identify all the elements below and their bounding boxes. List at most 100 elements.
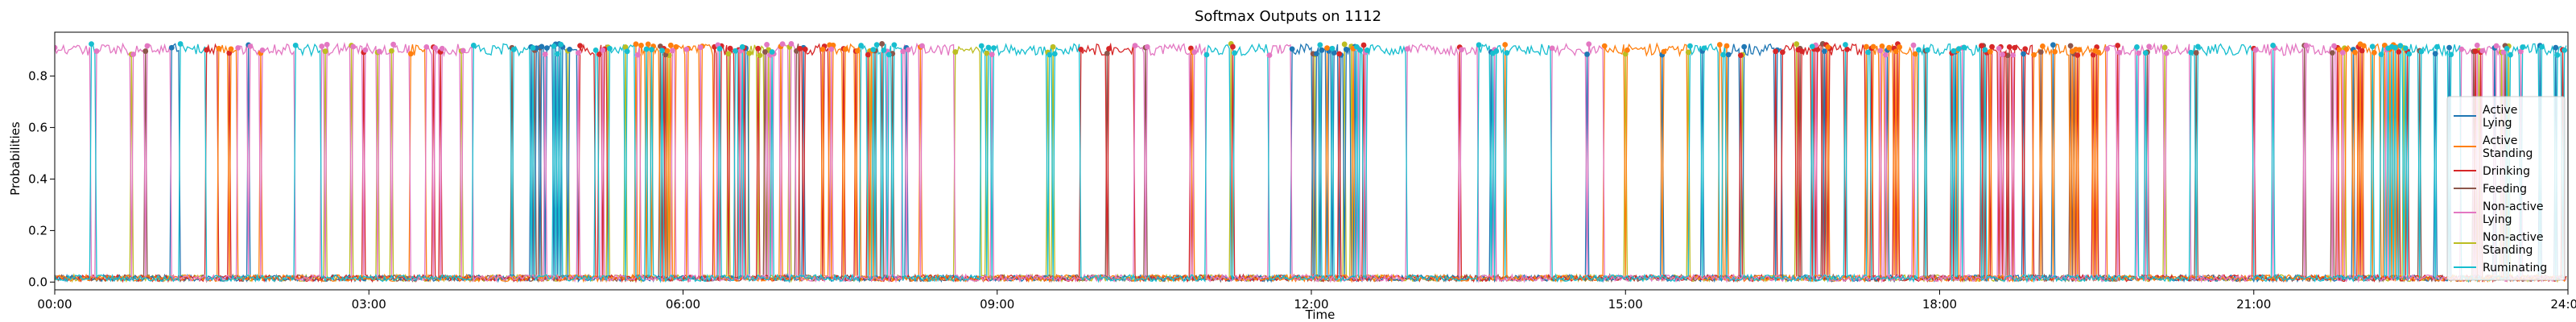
marker-drinking	[2359, 47, 2365, 54]
marker-non-active-standing	[322, 48, 328, 55]
y-axis-title: Probabilities	[8, 122, 23, 196]
marker-ruminating	[592, 47, 599, 53]
marker-non-active-lying	[2010, 52, 2016, 58]
marker-non-active-lying	[432, 45, 439, 51]
marker-non-active-lying	[259, 47, 266, 53]
marker-ruminating	[1955, 46, 1962, 52]
y-tick-label: 0.8	[28, 68, 47, 83]
marker-ruminating	[2406, 51, 2413, 57]
marker-non-active-lying	[460, 47, 466, 54]
marker-ruminating	[2188, 49, 2194, 56]
marker-active-standing	[1661, 48, 1667, 55]
marker-active-standing	[667, 42, 674, 48]
marker-non-active-lying	[2474, 42, 2480, 48]
x-tick-label: 24:00	[2550, 297, 2576, 312]
marker-active-standing	[1870, 43, 1876, 50]
marker-ruminating	[2369, 43, 2376, 50]
marker-non-active-lying	[1882, 52, 1889, 58]
marker-active-lying	[168, 44, 175, 51]
x-tick-label: 06:00	[666, 297, 700, 312]
marker-ruminating	[1476, 42, 1482, 48]
marker-non-active-lying	[2479, 47, 2486, 54]
marker-drinking	[1230, 43, 1236, 50]
marker-non-active-lying	[439, 45, 445, 52]
marker-ruminating	[873, 42, 880, 48]
marker-ruminating	[870, 47, 877, 52]
marker-active-standing	[1886, 44, 1893, 51]
marker-drinking	[1979, 43, 1984, 49]
legend-label-non-active-lying: Non-active	[2483, 200, 2544, 213]
marker-active-lying	[1584, 52, 1590, 57]
marker-ruminating	[1843, 42, 1848, 47]
marker-drinking	[865, 52, 871, 58]
marker-ruminating	[1329, 45, 1335, 52]
marker-drinking	[802, 46, 808, 52]
marker-non-active-standing	[725, 51, 732, 57]
marker-non-active-lying	[235, 45, 242, 51]
marker-ruminating	[2402, 45, 2409, 52]
marker-non-active-lying	[93, 48, 100, 54]
marker-ruminating	[991, 45, 997, 52]
marker-active-lying	[539, 43, 545, 50]
marker-active-lying	[2432, 51, 2438, 57]
marker-drinking	[2022, 46, 2029, 52]
marker-non-active-lying	[828, 46, 835, 52]
marker-ruminating	[643, 46, 650, 52]
marker-non-active-lying	[1910, 42, 1917, 48]
marker-non-active-lying	[2518, 48, 2524, 55]
marker-ruminating	[2434, 43, 2440, 50]
marker-ruminating	[177, 41, 184, 47]
marker-active-lying	[1289, 46, 1295, 52]
marker-drinking	[2396, 48, 2402, 55]
marker-active-standing	[673, 43, 679, 50]
marker-non-active-lying	[2303, 43, 2310, 48]
chart-title: Softmax Outputs on 1112	[1195, 8, 1381, 25]
marker-ruminating	[624, 48, 630, 55]
marker-ruminating	[470, 43, 477, 48]
marker-active-standing	[1624, 47, 1630, 53]
marker-ruminating	[2562, 47, 2568, 53]
marker-drinking	[1737, 52, 1744, 59]
marker-active-standing	[2052, 48, 2058, 55]
marker-ruminating	[858, 43, 865, 48]
marker-ruminating	[2508, 52, 2513, 58]
legend-label-drinking: Drinking	[2483, 165, 2530, 178]
marker-ruminating	[1701, 45, 1707, 52]
marker-non-active-lying	[2136, 50, 2142, 56]
legend-box	[2446, 96, 2566, 281]
marker-ruminating	[886, 52, 892, 58]
marker-ruminating	[1924, 47, 1930, 53]
marker-ruminating	[1046, 52, 1053, 58]
marker-ruminating	[769, 49, 775, 55]
legend-label-feeding: Feeding	[2483, 183, 2527, 196]
marker-active-standing	[2371, 50, 2377, 56]
marker-non-active-standing	[984, 50, 990, 56]
marker-drinking	[577, 43, 583, 49]
marker-ruminating	[978, 43, 985, 49]
marker-active-standing	[1912, 51, 1918, 57]
x-axis: 00:00 03:00 06:00 09:00 12:00 15:00 18:00 21:00…	[37, 290, 2576, 312]
marker-active-standing	[1601, 43, 1608, 49]
marker-active-lying	[567, 46, 572, 52]
marker-drinking	[727, 45, 733, 52]
marker-drinking	[755, 45, 762, 52]
marker-non-active-lying	[764, 41, 770, 47]
legend-label-non-active-lying: Lying	[2483, 213, 2512, 226]
marker-non-active-standing	[746, 50, 753, 56]
marker-feeding	[142, 48, 149, 54]
marker-non-active-lying	[1144, 43, 1150, 50]
marker-ruminating	[1809, 43, 1815, 50]
marker-non-active-lying	[362, 47, 369, 53]
marker-non-active-lying	[2331, 43, 2337, 49]
marker-ruminating	[292, 42, 299, 48]
y-tick-label: 0.4	[28, 171, 47, 186]
marker-active-lying	[2021, 51, 2026, 57]
marker-active-standing	[638, 43, 644, 48]
marker-drinking	[1078, 46, 1084, 52]
marker-non-active-lying	[905, 47, 911, 53]
marker-feeding	[2067, 43, 2074, 49]
legend-label-active-lying: Active	[2483, 104, 2517, 117]
marker-active-lying	[1331, 50, 1337, 56]
legend-label-active-lying: Lying	[2483, 117, 2512, 130]
legend: ActiveLyingActiveStandingDrinkingFeeding…	[2446, 96, 2566, 281]
